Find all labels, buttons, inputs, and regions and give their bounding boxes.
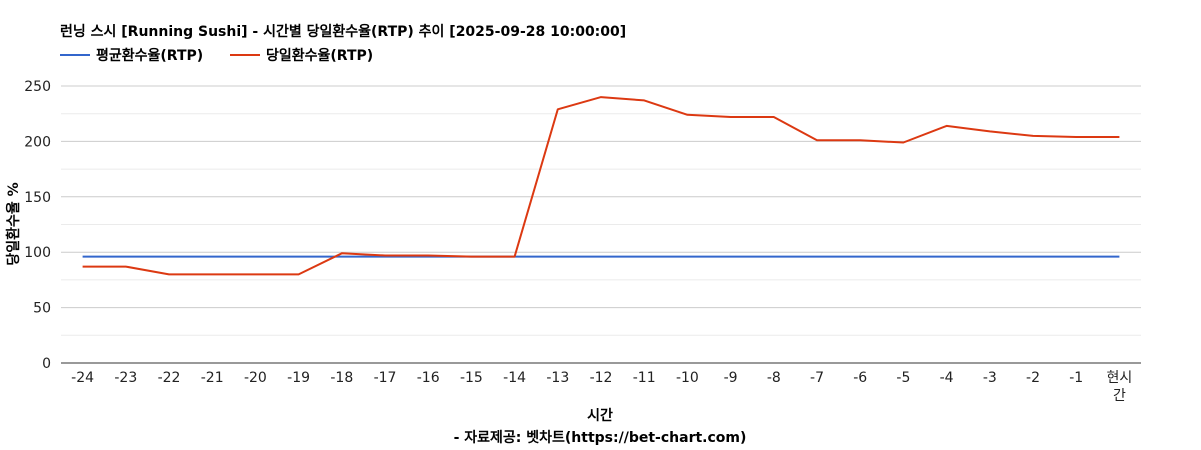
legend: 평균환수율(RTP) 당일환수율(RTP) xyxy=(60,47,373,64)
x-tick-label: -15 xyxy=(460,370,483,386)
y-axis-title: 당일환수율 % xyxy=(5,182,22,265)
series-lines xyxy=(82,96,1120,276)
x-tick-label: -5 xyxy=(896,370,910,386)
y-tick-label: 0 xyxy=(42,356,51,372)
x-tick-label: -24 xyxy=(71,370,94,386)
legend-item-daily[interactable]: 당일환수율(RTP) xyxy=(230,47,373,64)
x-axis-ticks: -24 -23 -22 -21 -20 -19 -18 -17 -16 -15 -14 -13 -12 -… xyxy=(71,370,1132,404)
x-tick-label: -22 xyxy=(158,370,181,386)
legend-item-average[interactable]: 평균환수율(RTP) xyxy=(60,47,203,64)
legend-label-average: 평균환수율(RTP) xyxy=(96,47,203,64)
x-tick-label: 현시 간 xyxy=(1107,370,1133,404)
x-tick-label: -14 xyxy=(503,370,526,386)
x-tick-label: -19 xyxy=(287,370,310,386)
y-tick-label: 100 xyxy=(24,245,51,261)
x-tick-label: -7 xyxy=(810,370,824,386)
x-axis-title: 시간 xyxy=(587,407,613,424)
x-tick-label: -2 xyxy=(1026,370,1040,386)
y-axis-ticks: 0 50 100 150 200 250 xyxy=(24,79,51,372)
x-tick-label: -3 xyxy=(983,370,997,386)
gridlines xyxy=(61,85,1141,336)
y-tick-label: 250 xyxy=(24,79,51,95)
x-tick-label: -1 xyxy=(1069,370,1083,386)
x-tick-label: -6 xyxy=(853,370,867,386)
x-tick-label: -18 xyxy=(330,370,353,386)
y-tick-label: 200 xyxy=(24,134,51,150)
x-tick-label: -8 xyxy=(767,370,781,386)
x-tick-label: -4 xyxy=(940,370,954,386)
source-credit: - 자료제공: 벳차트(https://bet-chart.com) xyxy=(454,429,747,446)
x-tick-label: -13 xyxy=(546,370,569,386)
chart-title: 런닝 스시 [Running Sushi] - 시간별 당일환수율(RTP) 추… xyxy=(60,23,626,40)
x-tick-label: -16 xyxy=(417,370,440,386)
x-tick-label: -17 xyxy=(374,370,397,386)
x-tick-label: -23 xyxy=(114,370,137,386)
legend-label-daily: 당일환수율(RTP) xyxy=(266,47,373,64)
y-tick-label: 50 xyxy=(33,301,51,317)
x-tick-label: -9 xyxy=(724,370,738,386)
series-line-daily-rtp xyxy=(82,96,1120,276)
y-tick-label: 150 xyxy=(24,190,51,206)
x-tick-label: -10 xyxy=(676,370,699,386)
x-tick-label: -11 xyxy=(633,370,656,386)
x-tick-label: -20 xyxy=(244,370,267,386)
x-tick-label: -21 xyxy=(201,370,224,386)
x-tick-label: -12 xyxy=(590,370,613,386)
